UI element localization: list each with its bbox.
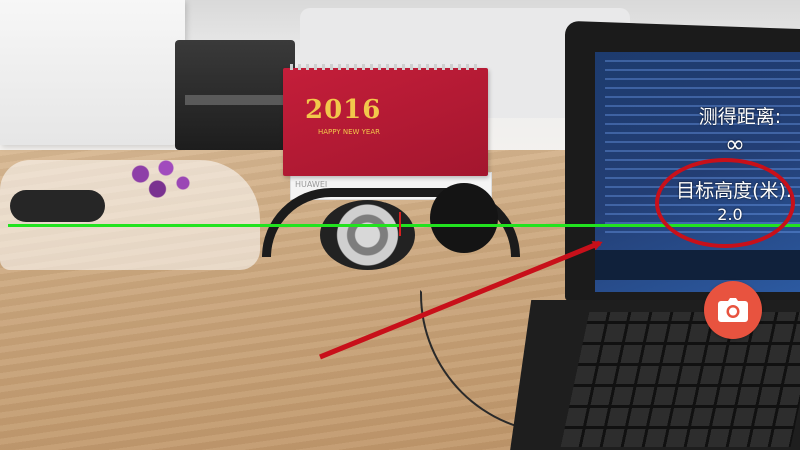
laptop-keyboard <box>561 312 800 447</box>
target-height-label: 目标高度(米). <box>670 176 798 203</box>
annotation-circle <box>655 158 795 248</box>
shutter-button[interactable] <box>704 281 762 339</box>
camera-icon <box>718 298 748 322</box>
distance-value: ∞ <box>690 130 780 158</box>
computer-mouse <box>10 190 105 222</box>
calendar-caption: HAPPY NEW YEAR <box>318 128 380 136</box>
calendar-year: 2016 <box>305 95 381 125</box>
calendar-rings <box>290 64 482 70</box>
purple-flowers <box>115 150 200 210</box>
target-height-value[interactable]: 2.0 <box>690 205 770 224</box>
distance-label: 测得距离: <box>690 102 790 129</box>
headphone-cup-right <box>430 183 498 253</box>
center-tick <box>399 212 401 236</box>
monitor-back <box>0 0 185 145</box>
printer-slot <box>185 95 285 105</box>
laptop-taskbar <box>595 250 800 280</box>
